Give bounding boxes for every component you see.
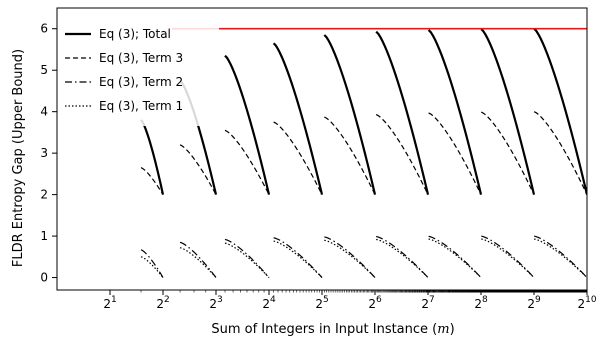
x-tick-label-exponent: 9 <box>535 295 541 305</box>
series-4-segment-8 <box>481 238 535 278</box>
series-4-segment-3 <box>224 242 270 278</box>
x-tick-label-exponent: 6 <box>376 295 382 305</box>
axis-labels: FLDR Entropy Gap (Upper Bound) Sum of In… <box>11 49 455 337</box>
series-2-segment-6 <box>375 114 429 195</box>
x-tick-label-exponent: 2 <box>164 295 170 305</box>
x-tick-label: 21 <box>103 295 116 311</box>
series-4-segment-9 <box>534 238 587 278</box>
series-1-segment-7 <box>427 29 483 195</box>
series-2-segment-4 <box>273 121 323 195</box>
x-tick-label-base: 2 <box>262 297 270 311</box>
legend-background <box>59 22 219 126</box>
x-tick-label-base: 2 <box>527 297 535 311</box>
legend-label: Eq (3), Term 3 <box>99 51 183 65</box>
series-4-segment-2 <box>179 247 217 278</box>
x-tick-label-base: 2 <box>315 297 323 311</box>
series-layer <box>140 27 587 278</box>
series-3-segment-3 <box>224 238 270 278</box>
y-tick-label: 0 <box>40 271 48 285</box>
series-1-segment-5 <box>323 34 377 195</box>
x-axis-label-text: Sum of Integers in Input Instance ( <box>211 322 437 337</box>
series-2-segment-8 <box>481 111 535 195</box>
series-3-segment-2 <box>179 241 217 278</box>
series-1-segment-9 <box>533 27 587 195</box>
series-1-segment-4 <box>272 42 324 195</box>
x-tick-label-base: 2 <box>474 297 482 311</box>
x-tick-label-base: 2 <box>103 297 111 311</box>
x-tick-label-exponent: 10 <box>585 295 597 305</box>
x-tick-label: 26 <box>368 295 382 311</box>
x-tick-label-exponent: 1 <box>111 295 117 305</box>
x-tick-label-base: 2 <box>209 297 217 311</box>
series-4-segment-5 <box>324 239 376 278</box>
series-3-segment-8 <box>481 235 535 278</box>
series-3-segment-5 <box>324 236 376 278</box>
legend-label: Eq (3); Total <box>99 27 171 41</box>
y-tick-label: 5 <box>40 63 48 77</box>
legend-label: Eq (3), Term 2 <box>99 75 183 89</box>
series-3-segment-7 <box>428 235 482 278</box>
series-1-segment-3 <box>224 54 271 195</box>
x-tick-label-exponent: 4 <box>270 295 276 305</box>
x-tick-label-exponent: 3 <box>217 295 223 305</box>
series-1-segment-1 <box>140 119 165 195</box>
series-2-segment-3 <box>224 129 270 195</box>
y-tick-label: 1 <box>40 229 48 243</box>
x-tick-label: 22 <box>156 295 169 311</box>
y-tick-label: 2 <box>40 188 48 202</box>
series-4-segment-6 <box>376 238 429 278</box>
x-tick-label: 27 <box>421 295 434 311</box>
series-2-segment-9 <box>533 111 587 195</box>
y-tick-label: 6 <box>40 22 48 36</box>
series-4-segment-7 <box>428 238 482 278</box>
x-tick-label: 28 <box>474 295 488 311</box>
x-tick-label-exponent: 5 <box>323 295 329 305</box>
x-tick-label-base: 2 <box>421 297 429 311</box>
y-tick-label: 4 <box>40 105 48 119</box>
x-tick-label: 29 <box>527 295 541 311</box>
series-3-segment-6 <box>376 235 429 278</box>
x-tick-label: 24 <box>262 295 276 311</box>
x-tick-label-base: 2 <box>156 297 164 311</box>
series-3-segment-9 <box>533 235 587 278</box>
x-axis-label: Sum of Integers in Input Instance (m) <box>211 322 454 337</box>
series-3-segment-4 <box>273 237 323 278</box>
x-tick-label: 23 <box>209 295 222 311</box>
series-2-segment-5 <box>324 116 376 195</box>
series-2-segment-7 <box>428 112 482 195</box>
x-tick-label-base: 2 <box>368 297 376 311</box>
legend-label: Eq (3), Term 1 <box>99 99 183 113</box>
y-axis-label: FLDR Entropy Gap (Upper Bound) <box>11 49 26 267</box>
x-axis-label-variable: m <box>437 322 449 337</box>
x-tick-label: 25 <box>315 295 328 311</box>
x-tick-label-exponent: 8 <box>482 295 488 305</box>
x-tick-label-base: 2 <box>577 297 585 311</box>
series-4-segment-1 <box>140 256 164 278</box>
series-1-segment-8 <box>480 28 536 195</box>
x-tick-label-exponent: 7 <box>429 295 435 305</box>
series-4-segment-4 <box>273 240 323 278</box>
x-tick-label: 210 <box>577 295 596 311</box>
series-2-segment-2 <box>179 144 217 195</box>
series-1-segment-6 <box>375 30 430 195</box>
series-3-segment-1 <box>140 249 164 278</box>
y-tick-label: 3 <box>40 146 48 160</box>
series-2-segment-1 <box>140 167 164 195</box>
x-axis-label-close: ) <box>450 322 455 337</box>
legend: Eq (3); Total Eq (3), Term 3 Eq (3), Term … <box>59 22 219 126</box>
